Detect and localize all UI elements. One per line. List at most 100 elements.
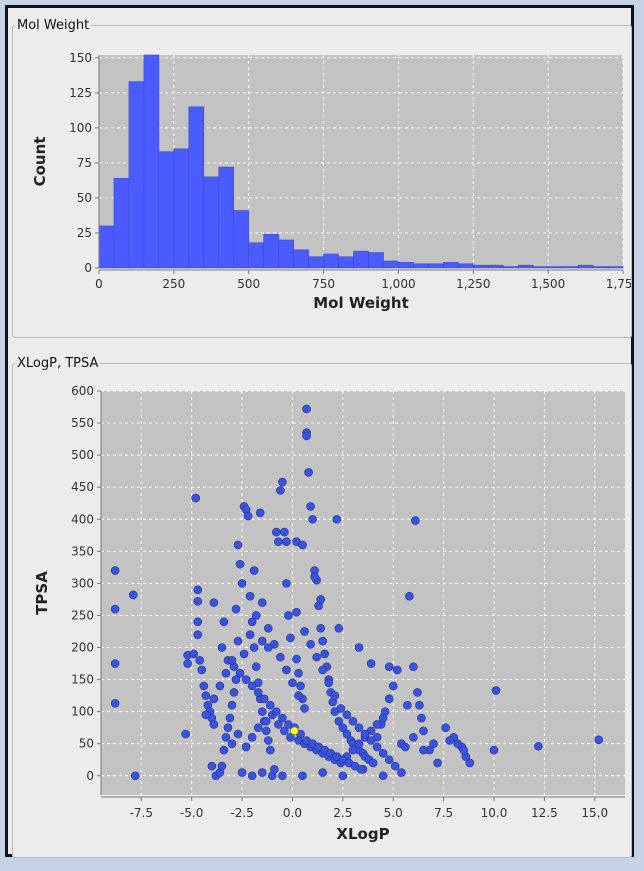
scatter-point — [409, 662, 418, 672]
scatter-point — [201, 710, 211, 720]
scatter-point — [306, 640, 315, 649]
scatter-point — [215, 681, 225, 691]
scatter-point — [330, 691, 340, 700]
scatter-point — [263, 643, 273, 652]
scatter-point — [130, 771, 140, 781]
scatter-point — [332, 514, 342, 524]
scatter-x-tick-label: -2.5 — [230, 806, 253, 820]
scatter-point — [263, 736, 273, 745]
scatter-point — [193, 585, 203, 595]
scatter-point — [110, 698, 120, 708]
scatter-point — [265, 700, 275, 710]
histogram-bar — [233, 210, 250, 269]
histogram-x-tick-label: 500 — [237, 277, 260, 291]
scatter-y-tick-label: 600 — [71, 384, 94, 398]
scatter-point — [276, 652, 285, 662]
scatter-point — [227, 739, 237, 748]
scatter-point — [419, 745, 428, 755]
scatter-point — [354, 643, 364, 652]
histogram-bar — [607, 266, 624, 269]
scatter-point — [354, 723, 364, 732]
scatter-point — [241, 675, 251, 684]
scatter-point — [241, 742, 251, 752]
scatter-point — [259, 694, 269, 704]
histogram-bar — [413, 263, 429, 269]
scatter-point — [413, 688, 422, 697]
histogram-bar — [338, 256, 354, 269]
scatter-point — [338, 723, 348, 732]
scatter-point — [243, 511, 253, 521]
scatter-point — [280, 726, 289, 736]
scatter-point — [247, 732, 257, 742]
scatter-point — [261, 726, 271, 736]
scatter-point — [257, 707, 267, 716]
scatter-point — [384, 662, 394, 672]
scatter-x-tick-label: 10.0 — [481, 806, 508, 820]
scatter-point — [292, 654, 301, 664]
scatter-point — [366, 659, 376, 668]
scatter-point — [201, 691, 211, 700]
scatter-point — [110, 659, 120, 668]
scatter-point — [388, 681, 398, 691]
scatter-point — [384, 755, 394, 765]
scatter-point — [253, 688, 263, 697]
scatter-point — [308, 514, 317, 524]
scatter-point — [298, 771, 307, 781]
histogram-bar — [398, 262, 414, 269]
scatter-point — [207, 761, 217, 771]
histogram-x-tick-label: 1,000 — [381, 277, 415, 291]
scatter-point — [401, 742, 410, 752]
scatter-point — [292, 607, 301, 617]
histogram-bar — [278, 239, 294, 269]
scatter-point — [193, 597, 203, 606]
scatter-point — [235, 559, 245, 569]
scatter-point — [209, 598, 219, 607]
scatter-point — [245, 591, 255, 601]
scatter-point — [372, 720, 382, 729]
scatter-x-tick-label: -5.0 — [180, 806, 203, 820]
histogram-bar — [428, 263, 444, 269]
scatter-x-tick-label: 12.5 — [531, 806, 558, 820]
histogram-panel-title: Mol Weight — [17, 18, 90, 33]
histogram-bar — [263, 234, 279, 269]
scatter-point — [233, 636, 243, 646]
scatter-point — [128, 590, 138, 600]
scatter-point — [217, 761, 227, 771]
histogram-bar — [517, 264, 534, 269]
scatter-point — [433, 758, 442, 768]
histogram-bar — [353, 250, 369, 269]
scatter-point — [286, 732, 295, 742]
histogram-bar — [218, 166, 235, 269]
scatter-point — [302, 431, 311, 441]
scatter-point — [324, 678, 334, 688]
histogram-bar — [502, 266, 519, 269]
scatter-point — [183, 659, 192, 668]
scatter-y-tick-label: 0 — [86, 769, 94, 783]
scatter-point — [342, 710, 352, 720]
scatter-point — [247, 617, 257, 627]
scatter-point — [193, 630, 203, 639]
scatter-point — [338, 771, 348, 781]
scatter-point — [415, 700, 424, 710]
scatter-point — [334, 716, 344, 726]
scatter-point — [191, 493, 201, 503]
histogram-bars — [98, 54, 624, 269]
histogram-x-tick-label: 750 — [312, 277, 335, 291]
histogram-bar — [562, 266, 579, 269]
scatter-point — [296, 681, 305, 691]
scatter-point — [257, 768, 267, 777]
histogram-bar — [592, 266, 609, 269]
scatter-point — [270, 765, 279, 774]
scatter-point — [348, 716, 358, 726]
histogram-panel: Mol Weight 0 25 50 75 100 125 150 0 250 500 750 1,0… — [12, 18, 632, 338]
scatter-point — [300, 627, 309, 636]
scatter-point — [276, 486, 285, 495]
scatter-point — [197, 665, 207, 675]
app-window: Mol Weight 0 25 50 75 100 125 150 0 250 500 750 1,0… — [5, 5, 634, 858]
scatter-point — [304, 468, 313, 477]
scatter-axes: 0 50 100 150 200 250 300 350 400 450 500 550 600 -7.5… — [71, 384, 625, 820]
histogram-bar — [113, 178, 130, 269]
scatter-y-tick-label: 300 — [71, 576, 94, 590]
scatter-point — [245, 630, 255, 639]
scatter-point — [282, 537, 291, 546]
